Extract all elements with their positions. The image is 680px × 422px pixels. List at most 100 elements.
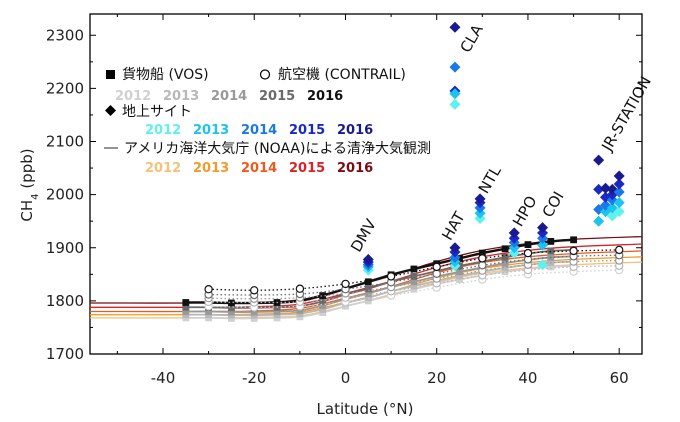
station-cla-extra-2012: [449, 98, 461, 110]
legend: 貨物船 (VOS) 航空機 (CONTRAIL) 2012 2013 2014 …: [104, 66, 431, 176]
contrail-point-2015-5: [432, 269, 441, 278]
ground-year-2016: 2016: [337, 123, 373, 138]
ground-legend-label: 地上サイト: [122, 104, 192, 120]
station-label-cla: CLA: [456, 21, 487, 56]
contrail-line-2014: [208, 259, 620, 300]
station-label-ntl: NTL: [475, 162, 505, 196]
noaa-year-row: 2012 2013 2014 2015 2016: [145, 161, 373, 176]
station-cla-2016: [449, 21, 461, 33]
station-jr-3-3: [613, 178, 625, 190]
y-tick-label-1800: 1800: [46, 292, 84, 310]
y-tick-label-2200: 2200: [46, 79, 84, 97]
x-tick-label-40: 40: [518, 369, 537, 387]
x-tick-label--40: -40: [151, 369, 176, 387]
station-cla-extra-2014: [449, 61, 461, 73]
axis-layer: -40 -20 0 20 40 60 1700 1800 1900 2000 2100 2200 230…: [46, 14, 642, 387]
vos-point-2014-3: [250, 308, 258, 316]
vos-point-2016-8: [364, 278, 372, 286]
ground-year-row: 2012 2013 2014 2015 2016: [145, 123, 373, 138]
station-jr-3-2: [613, 186, 625, 198]
station-label-hpo: HPO: [509, 193, 541, 230]
noaa-year-2013: 2013: [193, 161, 229, 176]
vos-point-2016-0: [182, 299, 190, 306]
x-tick-label-20: 20: [427, 369, 446, 387]
vos-point-2015-14: [501, 253, 509, 261]
vos-point-2016-15: [524, 241, 532, 248]
station-jr-0-0: [593, 215, 605, 227]
vos-year-2014: 2014: [211, 89, 247, 104]
contrail-line-2016: [208, 249, 620, 291]
vos-point-2014-8: [364, 290, 372, 297]
vos-point-2015-0: [182, 303, 190, 311]
vos-point-2015-16: [547, 247, 555, 255]
station-jr-0-2: [593, 183, 605, 195]
vos-point-2016-14: [501, 245, 509, 253]
noaa-year-2015: 2015: [289, 161, 325, 176]
vos-year-2012: 2012: [115, 89, 151, 104]
vos-point-2016-12: [456, 255, 463, 262]
vos-legend-label: 貨物船 (VOS): [122, 66, 209, 83]
vos-year-2016: 2016: [307, 89, 343, 104]
contrail-point-2015-6: [478, 261, 487, 270]
station-cla-extra-2013: [449, 88, 461, 100]
x-axis-label: Latitude (°N): [317, 400, 414, 418]
vos-point-2015-10: [410, 273, 418, 280]
ground-year-2013: 2013: [193, 123, 229, 138]
vos-point-2014-14: [501, 259, 509, 267]
vos-year-2013: 2013: [163, 89, 199, 104]
vos-point-2016-16: [547, 238, 555, 245]
contrail-point-2016-0: [204, 285, 213, 294]
station-jr-3-0: [613, 206, 625, 218]
station-jr-3-4: [613, 170, 625, 182]
vos-legend-marker: [106, 70, 115, 79]
x-tick-label-0: 0: [341, 369, 351, 387]
contrail-legend-label: 航空機 (CONTRAIL): [278, 67, 406, 83]
vos-point-2015-2: [228, 304, 235, 312]
station-hpo-2016: [508, 227, 520, 239]
contrail-point-2016-3: [341, 279, 350, 289]
contrail-point-2016-6: [478, 254, 487, 263]
vos-point-2014-4: [273, 308, 281, 315]
y-tick-label-1900: 1900: [46, 239, 84, 257]
noaa-year-2014: 2014: [241, 161, 277, 176]
station-label-hat: HAT: [438, 208, 469, 243]
vos-point-2014-6: [319, 302, 327, 310]
vos-point-2016-13: [478, 249, 486, 257]
noaa-year-2016: 2016: [337, 161, 373, 176]
y-tick-label-1700: 1700: [46, 345, 84, 363]
vos-point-2014-10: [410, 278, 418, 286]
station-jr-2-0: [606, 210, 618, 222]
vos-point-2016-17: [570, 236, 577, 244]
ground-legend-marker: [105, 105, 116, 116]
contrail-line-2012: [208, 269, 620, 308]
contrail-point-2016-1: [249, 286, 259, 295]
y-tick-label-2000: 2000: [46, 186, 84, 204]
contrail-legend-marker: [259, 69, 271, 80]
vos-point-2014-12: [456, 268, 463, 276]
vos-point-2013-8: [364, 294, 372, 302]
ground-year-2012: 2012: [145, 123, 181, 138]
contrail-point-2016-5: [432, 262, 441, 272]
vos-point-2016-10: [410, 265, 418, 273]
contrail-point-2016-4: [386, 272, 396, 281]
vos-point-2014-0: [182, 308, 190, 315]
vos-point-2016-6: [319, 292, 327, 299]
vos-point-2012-14: [501, 268, 509, 276]
vos-point-2013-6: [319, 306, 327, 313]
station-label-coi: COI: [539, 188, 568, 220]
y-tick-label-2300: 2300: [46, 26, 84, 44]
station-coi-2013: [537, 239, 549, 251]
contrail-point-2016-2: [295, 284, 305, 293]
station-coi-2012: [537, 259, 549, 271]
vos-year-2015: 2015: [259, 89, 295, 104]
station-hat-2016: [449, 242, 461, 254]
y-tick-label-2100: 2100: [46, 133, 84, 151]
vos-year-row: 2012 2013 2014 2015 2016: [115, 89, 343, 104]
ground-year-2015: 2015: [289, 123, 325, 138]
vos-point-2015-8: [364, 285, 372, 293]
noaa-year-2012: 2012: [145, 161, 181, 176]
station-jr-3-1: [613, 197, 625, 209]
station-label-jr-station: JR-STATION: [597, 73, 655, 155]
station-ntl-2016: [474, 193, 486, 205]
contrail-point-2016-9: [615, 245, 624, 255]
